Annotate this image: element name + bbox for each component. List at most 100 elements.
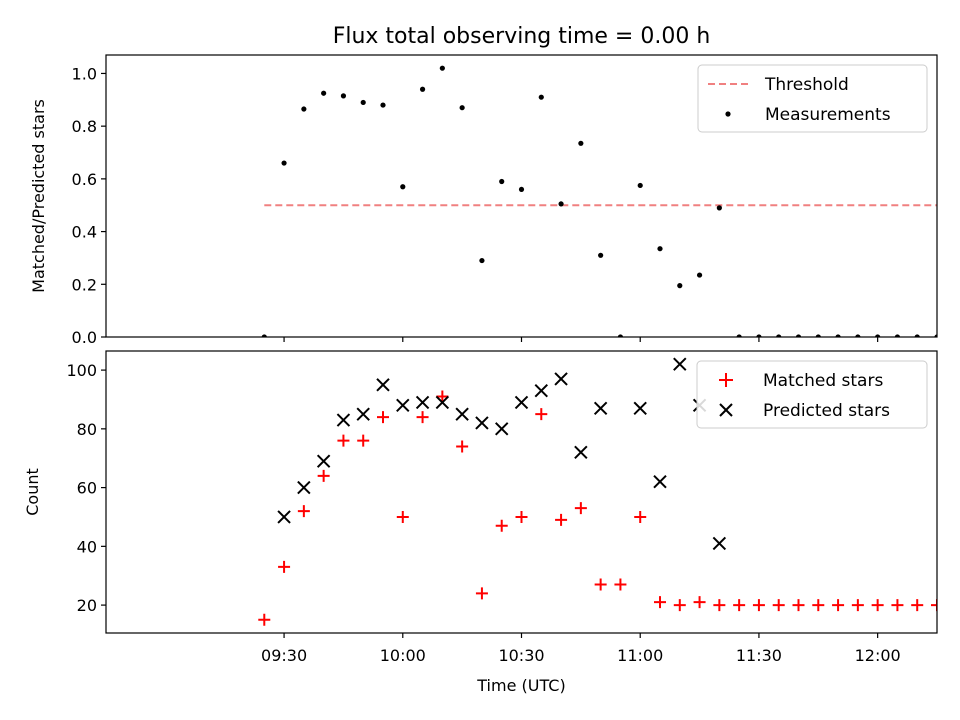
matched-stars-point xyxy=(911,599,924,612)
matched-stars-point xyxy=(317,469,330,482)
matched-stars-point xyxy=(693,596,706,609)
predicted-stars-point xyxy=(297,480,311,495)
matched-stars-point xyxy=(634,510,647,523)
measurements-point xyxy=(301,106,307,112)
bottom-y-tick-label: 20 xyxy=(77,596,97,615)
matched-stars-point xyxy=(733,599,746,612)
matched-stars-point xyxy=(574,502,587,515)
top-y-tick-label: 0.6 xyxy=(72,170,97,189)
matched-stars-legend-swatch xyxy=(719,373,733,387)
matched-stars-point xyxy=(931,599,937,612)
predicted-stars-point xyxy=(712,536,727,551)
predicted-stars-point xyxy=(475,416,489,430)
matched-stars-point xyxy=(792,599,805,612)
measurements-point xyxy=(855,334,861,337)
measurements-legend-label: Measurements xyxy=(765,105,891,125)
matched-stars-point xyxy=(535,408,548,421)
bottom-y-tick-label: 100 xyxy=(66,361,97,380)
measurements-point xyxy=(340,93,347,99)
top-legend: Threshold Measurements xyxy=(697,64,928,133)
measurements-point xyxy=(360,99,366,106)
matched-stars-point xyxy=(654,596,666,609)
predicted-stars-point xyxy=(633,401,647,415)
matched-stars-point xyxy=(614,578,627,591)
x-tick-label: 11:30 xyxy=(736,646,782,665)
bottom-y-tick-label: 60 xyxy=(77,479,97,498)
measurements-point xyxy=(716,205,722,211)
measurements-point xyxy=(598,252,604,258)
measurements-point xyxy=(835,334,841,337)
matched-stars-point xyxy=(456,440,469,453)
predicted-stars-point xyxy=(336,413,351,427)
bottom-legend: Matched stars Predicted stars xyxy=(696,360,928,429)
measurements-point xyxy=(499,178,505,185)
measurements-point xyxy=(736,334,742,337)
measurements-point xyxy=(756,334,762,337)
predicted-stars-point xyxy=(554,372,568,386)
measurements-point xyxy=(677,283,683,289)
predicted-stars-point xyxy=(534,383,548,398)
measurements-point xyxy=(894,334,901,337)
predicted-stars-point xyxy=(435,395,450,410)
predicted-stars-point xyxy=(673,357,687,371)
predicted-stars-point xyxy=(376,378,390,392)
threshold-legend-label: Threshold xyxy=(764,75,849,95)
x-axis-label: Time (UTC) xyxy=(476,676,565,695)
measurements-point xyxy=(261,334,267,337)
measurements-point xyxy=(281,160,287,166)
predicted-stars-point xyxy=(356,407,370,421)
matched-stars-point xyxy=(258,613,271,626)
measurements-point xyxy=(518,186,525,193)
matched-stars-point xyxy=(396,510,409,523)
predicted-stars-point xyxy=(514,395,529,410)
x-tick-label: 09:30 xyxy=(261,646,307,665)
top-y-tick-label: 1.0 xyxy=(72,64,97,83)
matched-stars-point xyxy=(772,599,785,612)
measurements-point xyxy=(795,334,802,337)
matched-stars-point xyxy=(278,560,291,573)
matched-stars-point xyxy=(812,599,825,612)
predicted-stars-point xyxy=(495,422,509,436)
matched-stars-point xyxy=(752,599,765,612)
measurements-point xyxy=(776,334,782,337)
predicted-stars-legend-label: Predicted stars xyxy=(763,401,890,421)
top-y-tick-label: 0.2 xyxy=(72,275,97,294)
measurements-point xyxy=(321,90,327,96)
matched-stars-point xyxy=(555,513,568,526)
measurements-point xyxy=(459,105,465,111)
predicted-stars-point xyxy=(593,401,608,415)
matched-stars-point xyxy=(436,390,449,403)
top-y-axis-label: Matched/Predicted stars xyxy=(29,99,48,293)
predicted-stars-point xyxy=(653,475,667,489)
matched-stars-point xyxy=(891,599,904,612)
bottom-y-tick-label: 40 xyxy=(77,537,97,556)
measurements-point xyxy=(617,334,624,337)
top-y-tick-label: 0.8 xyxy=(72,117,97,136)
measurements-point xyxy=(934,334,937,337)
measurements-point xyxy=(815,334,821,337)
matched-stars-point xyxy=(713,599,726,612)
top-y-tick-label: 0.0 xyxy=(72,328,97,347)
predicted-stars-legend-swatch xyxy=(719,403,733,417)
measurements-legend-swatch xyxy=(725,111,731,117)
top-chart-title: Flux total observing time = 0.00 h xyxy=(333,24,711,49)
predicted-stars-point xyxy=(574,445,588,460)
top-legend-box xyxy=(697,64,928,133)
predicted-stars-point xyxy=(455,407,469,421)
matched-stars-point xyxy=(673,599,686,612)
bottom-plot-area: 20 40 60 80 100 09:30 10:00 10:30 11:00 11:30 12:0… xyxy=(66,357,937,665)
matched-stars-point xyxy=(475,587,488,600)
measurements-point xyxy=(914,334,920,337)
x-tick-label: 12:00 xyxy=(855,646,901,665)
matched-stars-point xyxy=(416,411,429,424)
matched-stars-point xyxy=(377,411,389,424)
matched-stars-point xyxy=(851,599,864,612)
bottom-y-tick-label: 80 xyxy=(77,420,97,439)
matched-stars-point xyxy=(832,599,845,612)
measurements-point xyxy=(479,257,485,264)
measurements-point xyxy=(439,65,445,71)
measurements-point xyxy=(419,86,426,92)
matched-stars-point xyxy=(871,599,884,612)
predicted-stars-point xyxy=(396,398,410,413)
